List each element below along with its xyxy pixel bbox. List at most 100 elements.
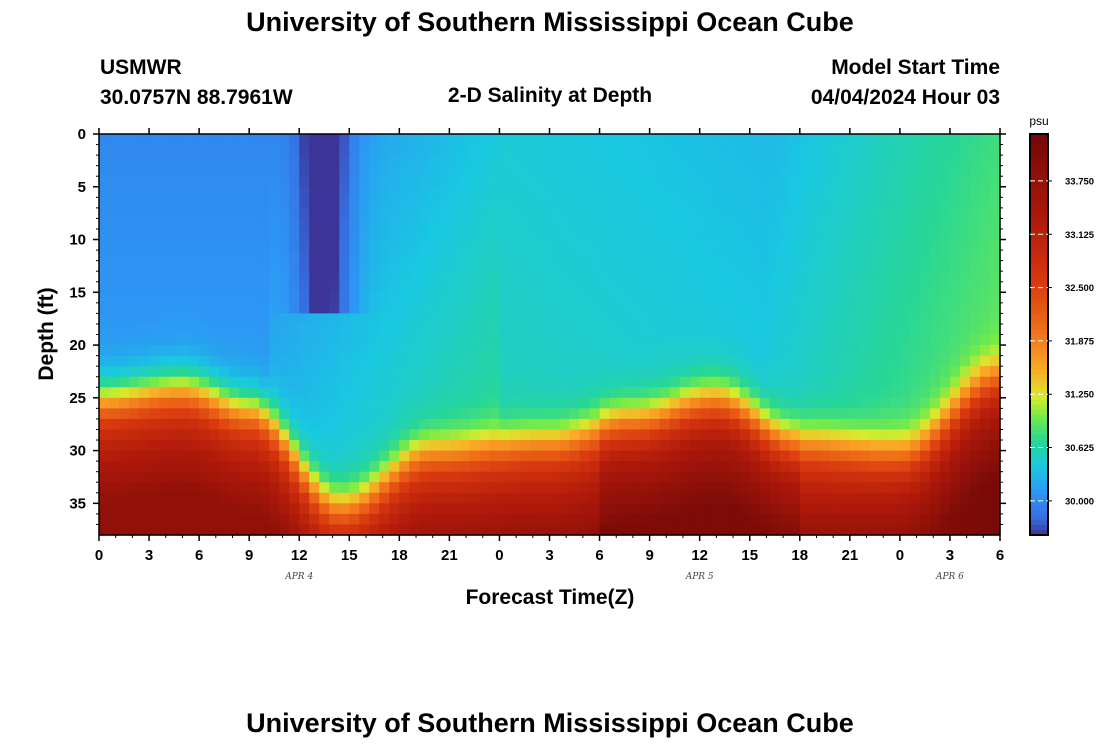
heat-cell <box>319 197 330 209</box>
heat-cell <box>339 260 350 272</box>
heat-cell <box>749 355 761 367</box>
heat-cell <box>459 155 471 167</box>
heat-cell <box>899 239 911 251</box>
heat-cell <box>259 482 270 494</box>
heat-cell <box>149 345 160 357</box>
heat-cell <box>619 239 631 251</box>
heat-cell <box>869 366 881 378</box>
heat-cell <box>189 144 200 156</box>
heat-cell <box>249 440 260 452</box>
heat-cell <box>439 239 450 251</box>
heat-cell <box>789 376 801 388</box>
heat-cell <box>809 323 821 336</box>
heat-cell <box>959 197 971 209</box>
heat-cell <box>169 440 180 452</box>
heat-cell <box>289 345 300 357</box>
heat-cell <box>679 376 691 388</box>
heat-cell <box>509 440 521 452</box>
heat-cell <box>619 366 631 378</box>
heat-cell <box>879 366 891 378</box>
heat-cell <box>579 503 591 515</box>
heat-cell <box>829 334 841 346</box>
heat-cell <box>229 334 240 346</box>
heat-cell <box>549 302 561 314</box>
heat-cell <box>289 292 300 304</box>
heat-cell <box>449 503 460 515</box>
heat-cell <box>429 197 440 209</box>
heat-cell <box>239 440 250 452</box>
heat-cell <box>899 250 911 262</box>
heat-cell <box>559 228 571 241</box>
heat-cell <box>509 492 521 504</box>
heat-cell <box>769 271 781 283</box>
heat-cell <box>179 418 190 431</box>
heat-cell <box>319 144 330 156</box>
heat-cell <box>559 408 571 420</box>
heat-cell <box>129 482 140 494</box>
heat-cell <box>499 250 511 262</box>
heat-cell <box>159 207 170 220</box>
heat-cell <box>439 355 450 367</box>
heat-cell <box>649 186 661 198</box>
heat-cell <box>879 524 891 536</box>
heat-cell <box>529 250 541 262</box>
heat-cell <box>449 197 460 209</box>
heat-cell <box>119 134 130 146</box>
heat-cell <box>219 345 230 357</box>
heat-cell <box>949 503 961 515</box>
heat-cell <box>609 418 621 431</box>
heat-cell <box>449 144 460 156</box>
heat-cell <box>939 366 951 378</box>
heat-cell <box>749 144 761 156</box>
heat-cell <box>629 176 641 188</box>
heat-cell <box>219 218 230 230</box>
heat-cell <box>179 429 190 441</box>
heat-cell <box>699 186 711 198</box>
heat-cell <box>789 482 801 494</box>
heat-cell <box>939 376 951 388</box>
heat-cell <box>929 366 941 378</box>
heat-cell <box>759 250 771 262</box>
heat-cell <box>429 323 440 336</box>
heat-cell <box>359 250 370 262</box>
heat-cell <box>109 513 120 526</box>
heat-cell <box>979 345 991 357</box>
heat-cell <box>609 292 621 304</box>
heat-cell <box>499 197 511 209</box>
heat-cell <box>299 323 310 336</box>
heat-cell <box>479 292 491 304</box>
heat-cell <box>349 239 360 251</box>
heat-cell <box>369 302 380 314</box>
heat-cell <box>229 197 240 209</box>
heat-cell <box>839 197 851 209</box>
heat-cell <box>639 376 651 388</box>
heat-cell <box>179 197 190 209</box>
colorbar-unit: psu <box>1029 114 1048 128</box>
colorbar-segment <box>1030 264 1048 270</box>
heat-cell <box>639 281 651 293</box>
heat-cell <box>669 492 681 504</box>
heat-cell <box>409 218 420 230</box>
x-tick-label: 12 <box>291 547 308 564</box>
heat-cell <box>159 376 170 388</box>
heat-cell <box>589 408 601 420</box>
heat-cell <box>109 482 120 494</box>
heat-cell <box>959 250 971 262</box>
heat-cell <box>219 144 230 156</box>
heat-cell <box>819 197 831 209</box>
heat-cell <box>949 144 961 156</box>
heat-cell <box>189 155 200 167</box>
heat-cell <box>429 207 440 220</box>
heat-cell <box>149 503 160 515</box>
heat-cell <box>149 440 160 452</box>
heat-cell <box>719 461 731 473</box>
heat-cell <box>149 144 160 156</box>
heat-cell <box>329 429 340 441</box>
heat-cell <box>469 440 481 452</box>
heat-cell <box>279 218 290 230</box>
heat-cell <box>129 228 140 241</box>
heat-cell <box>509 461 521 473</box>
heat-cell <box>209 503 220 515</box>
heat-cell <box>349 450 360 462</box>
heat-cell <box>729 440 741 452</box>
